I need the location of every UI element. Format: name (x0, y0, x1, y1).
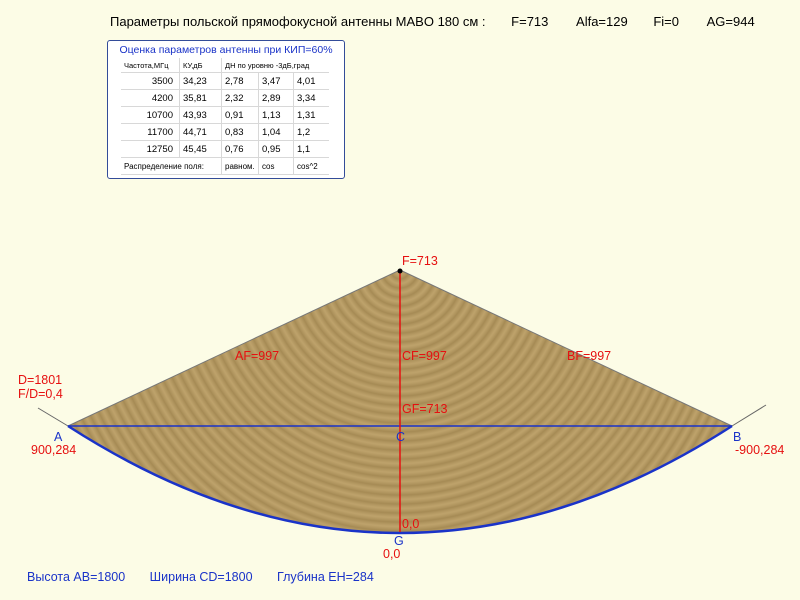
label-g-value: 0,0 (402, 517, 420, 531)
table-cell: 1,13 (258, 106, 294, 124)
table-cell: 10700 (121, 106, 180, 124)
distribution-uniform: равном. (221, 157, 259, 175)
footer-depth: Глубина EH=284 (277, 570, 374, 584)
table-cell: 1,04 (258, 123, 294, 141)
table-cell: 1,1 (293, 140, 329, 158)
table-row: 4200 35,81 2,32 2,89 3,34 (121, 89, 329, 107)
table-cell: 44,71 (179, 123, 222, 141)
distribution-cos: cos (258, 157, 294, 175)
label-gf: GF=713 (402, 402, 448, 416)
table-cell: 34,23 (179, 72, 222, 90)
label-point-g: G (394, 534, 404, 548)
table-cell: 45,45 (179, 140, 222, 158)
title-fi: Fi=0 (653, 14, 679, 29)
label-af: AF=997 (235, 349, 280, 363)
label-diameter: D=1801 (18, 373, 63, 387)
title-alfa: Alfa=129 (576, 14, 628, 29)
parameters-table-panel: Оценка параметров антенны при КИП=60% Ча… (107, 40, 345, 179)
table-cell: 0,83 (221, 123, 259, 141)
table-cell: 1,2 (293, 123, 329, 141)
label-focus: F=713 (402, 254, 438, 268)
label-point-a: A (54, 430, 63, 444)
label-b-coord: -900,284 (735, 443, 785, 457)
label-cf: CF=997 (402, 349, 447, 363)
table-cell: 12750 (121, 140, 180, 158)
table-footer-row: Распределение поля: равном. cos cos^2 (121, 157, 329, 175)
table-cell: 11700 (121, 123, 180, 141)
table-cell: 2,32 (221, 89, 259, 107)
footer-width: Ширина CD=1800 (149, 570, 253, 584)
table-cell: 0,91 (221, 106, 259, 124)
label-g-coord: 0,0 (383, 547, 401, 561)
table-cell: 4200 (121, 89, 180, 107)
parameters-table-title: Оценка параметров антенны при КИП=60% (119, 44, 333, 56)
table-cell: 3,47 (258, 72, 294, 90)
column-header-gain: КУ,дБ (179, 58, 222, 73)
dish-outline-right (399, 269, 733, 427)
footer-height: Высота AB=1800 (27, 570, 126, 584)
dimensions-footer: Высота AB=1800 Ширина CD=1800 Глубина EH… (27, 570, 395, 584)
table-cell: 3500 (121, 72, 180, 90)
distribution-label: Распределение поля: (121, 157, 222, 175)
parameters-table: Частота,МГц КУ,дБ ДН по уровню -3дБ,град… (121, 58, 329, 175)
label-a-coord: 900,284 (31, 443, 77, 457)
label-point-b: B (733, 430, 742, 444)
table-cell: 0,95 (258, 140, 294, 158)
dish-rim-ext-left (37, 407, 69, 427)
page-title: Параметры польской прямофокусной антенны… (110, 14, 755, 29)
dish-parabola (67, 424, 733, 535)
label-bf: BF=997 (567, 349, 612, 363)
column-header-beamwidth: ДН по уровню -3дБ,град (221, 58, 329, 73)
table-cell: 3,34 (293, 89, 329, 107)
table-cell: 0,76 (221, 140, 259, 158)
table-cell: 35,81 (179, 89, 222, 107)
table-row: 3500 34,23 2,78 3,47 4,01 (121, 72, 329, 90)
table-cell: 2,78 (221, 72, 259, 90)
focus-point (397, 268, 403, 274)
title-ag: AG=944 (706, 14, 755, 29)
table-cell: 2,89 (258, 89, 294, 107)
title-text: Параметры польской прямофокусной антенны… (110, 14, 486, 29)
title-f: F=713 (511, 14, 549, 29)
table-row: 10700 43,93 0,91 1,13 1,31 (121, 106, 329, 124)
table-row: 12750 45,45 0,76 0,95 1,1 (121, 140, 329, 158)
table-row: 11700 44,71 0,83 1,04 1,2 (121, 123, 329, 141)
label-point-c: C (396, 430, 406, 444)
table-cell: 1,31 (293, 106, 329, 124)
table-cell: 4,01 (293, 72, 329, 90)
table-cell: 43,93 (179, 106, 222, 124)
label-f-over-d: F/D=0,4 (18, 387, 63, 401)
column-header-frequency: Частота,МГц (121, 58, 180, 73)
distribution-cos2: cos^2 (293, 157, 329, 175)
dish-rim-ext-right (731, 404, 767, 427)
dish-outline-left (67, 269, 401, 427)
